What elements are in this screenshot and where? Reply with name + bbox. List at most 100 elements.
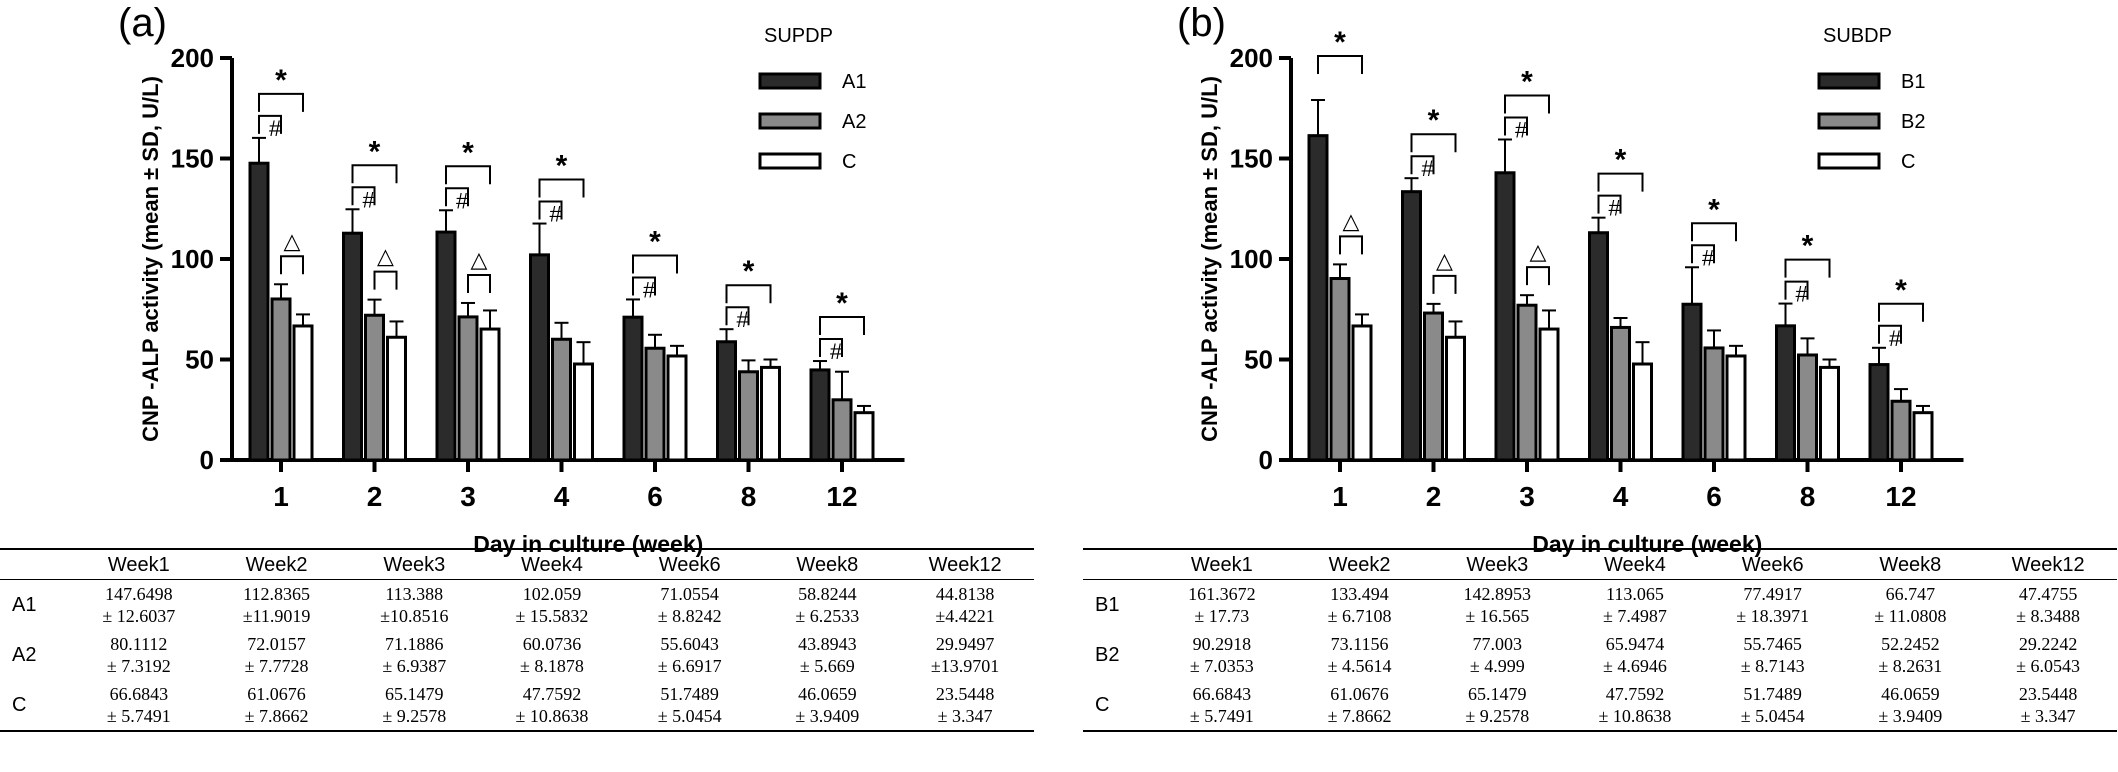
data-table-a: Week1 Week2 Week3 Week4 Week6 Week8 Week12 A1 1… [0, 548, 1034, 732]
table-cell: 77.003 ± 4.999 [1428, 630, 1566, 680]
x-tick-label: 6 [647, 481, 663, 512]
bar-A1 [248, 161, 270, 462]
table-cell: 29.2242 ± 6.0543 [1979, 630, 2117, 680]
bar-C [479, 327, 501, 462]
bar-C [1351, 324, 1373, 462]
significance-bracket [351, 164, 398, 184]
table-cell: 46.0659 ± 3.9409 [758, 680, 897, 732]
cell-mean: 66.6843 [109, 684, 169, 704]
table-cell: 113.065 ± 7.4987 [1566, 580, 1704, 631]
table-row-label: C [0, 680, 70, 732]
cell-mean: 44.8138 [935, 584, 995, 604]
table-cell: 29.9497 ±13.9701 [896, 630, 1034, 680]
cell-sd: ± 4.6946 [1603, 656, 1667, 676]
significance-bracket [1410, 155, 1435, 175]
cell-sd: ± 8.2631 [1878, 656, 1943, 676]
cell-sd: ± 3.347 [937, 706, 993, 726]
table-row: B1 161.3672 ± 17.73 133.494 ± 6.7108 142.8953… [1083, 580, 2117, 631]
table-cell: 65.1479 ± 9.2578 [345, 680, 484, 732]
cell-mean: 23.5448 [2018, 684, 2078, 704]
bar-B1 [1494, 171, 1516, 462]
significance-mark: △ [1530, 239, 1547, 264]
x-tick-label: 8 [1800, 481, 1816, 512]
bar-B1 [1775, 324, 1796, 462]
significance-bracket [445, 187, 469, 207]
bar-C [1538, 327, 1560, 462]
cell-mean: 112.8365 [243, 584, 310, 604]
significance-mark: * [462, 136, 474, 169]
cell-sd: ± 16.565 [1465, 606, 1530, 626]
bar-chart-a: (a) 0 50 100 150 200 CNP -ALP activity (mean ±… [118, 1, 905, 557]
table-cell: 61.0676 ± 7.8662 [1290, 680, 1429, 732]
bar-B2 [1516, 303, 1538, 462]
bar-C [292, 324, 314, 462]
cell-mean: 61.0676 [247, 684, 306, 704]
table-cell: 102.059 ± 15.5832 [483, 580, 621, 631]
cell-mean: 65.1479 [385, 684, 444, 704]
significance-mark: * [1708, 193, 1720, 226]
legend-label: A1 [842, 71, 866, 93]
bar-C [1819, 365, 1840, 462]
legend-swatch-A1 [758, 72, 822, 90]
significance-bracket [351, 186, 376, 206]
bar-A2 [457, 315, 479, 462]
legend-swatch-C [1817, 152, 1881, 170]
table-row-label: C [1083, 680, 1153, 732]
bar-A1 [809, 368, 831, 462]
cell-sd: ± 10.8638 [1598, 706, 1672, 726]
table-cell: 61.0676 ± 7.8662 [207, 680, 346, 732]
table-cell: 72.0157 ± 7.7728 [208, 630, 346, 680]
cell-sd: ± 5.669 [799, 656, 855, 676]
significance-bracket [1432, 274, 1457, 294]
table-header-row: Week1 Week2 Week3 Week4 Week6 Week8 Week12 [1083, 549, 2117, 580]
significance-mark: # [1702, 245, 1715, 270]
bar-B2 [1797, 353, 1818, 462]
table-column-header: Week4 [483, 549, 621, 580]
x-tick-label: 12 [826, 481, 857, 512]
table-cell: 47.7592 ± 10.8638 [483, 680, 621, 732]
legend-label: B2 [1901, 111, 1925, 133]
significance-bracket [632, 254, 678, 274]
significance-bracket [1597, 172, 1644, 192]
table-row-label: B2 [1095, 644, 1120, 666]
cell-sd: ± 9.2578 [1465, 706, 1530, 726]
bar-A2 [551, 337, 572, 462]
cell-mean: 29.2242 [2018, 634, 2078, 654]
cell-sd: ± 6.7108 [1327, 606, 1392, 626]
significance-bracket [1597, 194, 1622, 214]
significance-mark: # [643, 277, 656, 302]
legend-swatch-C [758, 152, 822, 170]
cell-mean: 72.0157 [247, 634, 306, 654]
table-column-header: Week8 [758, 549, 897, 580]
y-tick-label: 150 [1230, 144, 1273, 174]
significance-mark: # [1515, 117, 1528, 142]
bar-A1 [716, 340, 737, 462]
cell-mean: 23.5448 [935, 684, 995, 704]
x-tick-label: 6 [1706, 481, 1722, 512]
table-column-header: Week3 [345, 549, 484, 580]
cell-sd: ±10.8516 [380, 606, 449, 626]
cell-sd: ± 4.5614 [1327, 656, 1392, 676]
cell-mean: 65.9474 [1605, 634, 1665, 654]
cell-sd: ± 7.4987 [1603, 606, 1667, 626]
table-row-label: A2 [12, 644, 37, 666]
y-tick-label: 50 [185, 345, 214, 375]
y-tick-label: 150 [171, 144, 214, 174]
significance-mark: # [1889, 326, 1902, 351]
table-cell: 147.6498 ± 12.6037 [70, 580, 208, 631]
table-cell: 73.1156 ± 4.5614 [1291, 630, 1429, 680]
cell-sd: ± 7.0353 [1189, 656, 1254, 676]
table-column-header [0, 549, 70, 580]
table-cell: 55.6043 ± 6.6917 [621, 630, 759, 680]
significance-mark: △ [377, 244, 394, 269]
bar-B1 [1588, 231, 1609, 462]
cell-mean: 90.2918 [1192, 634, 1252, 654]
cell-mean: 55.6043 [660, 634, 719, 654]
bar-A1 [529, 253, 550, 462]
cell-sd: ± 8.7143 [1740, 656, 1805, 676]
bar-A2 [831, 398, 853, 462]
bar-C [1725, 354, 1747, 462]
table-cell: 113.388 ±10.8516 [345, 580, 483, 631]
significance-bracket [538, 178, 585, 198]
y-axis-label: CNP -ALP activity (mean ± SD, U/L) [1197, 76, 1222, 442]
